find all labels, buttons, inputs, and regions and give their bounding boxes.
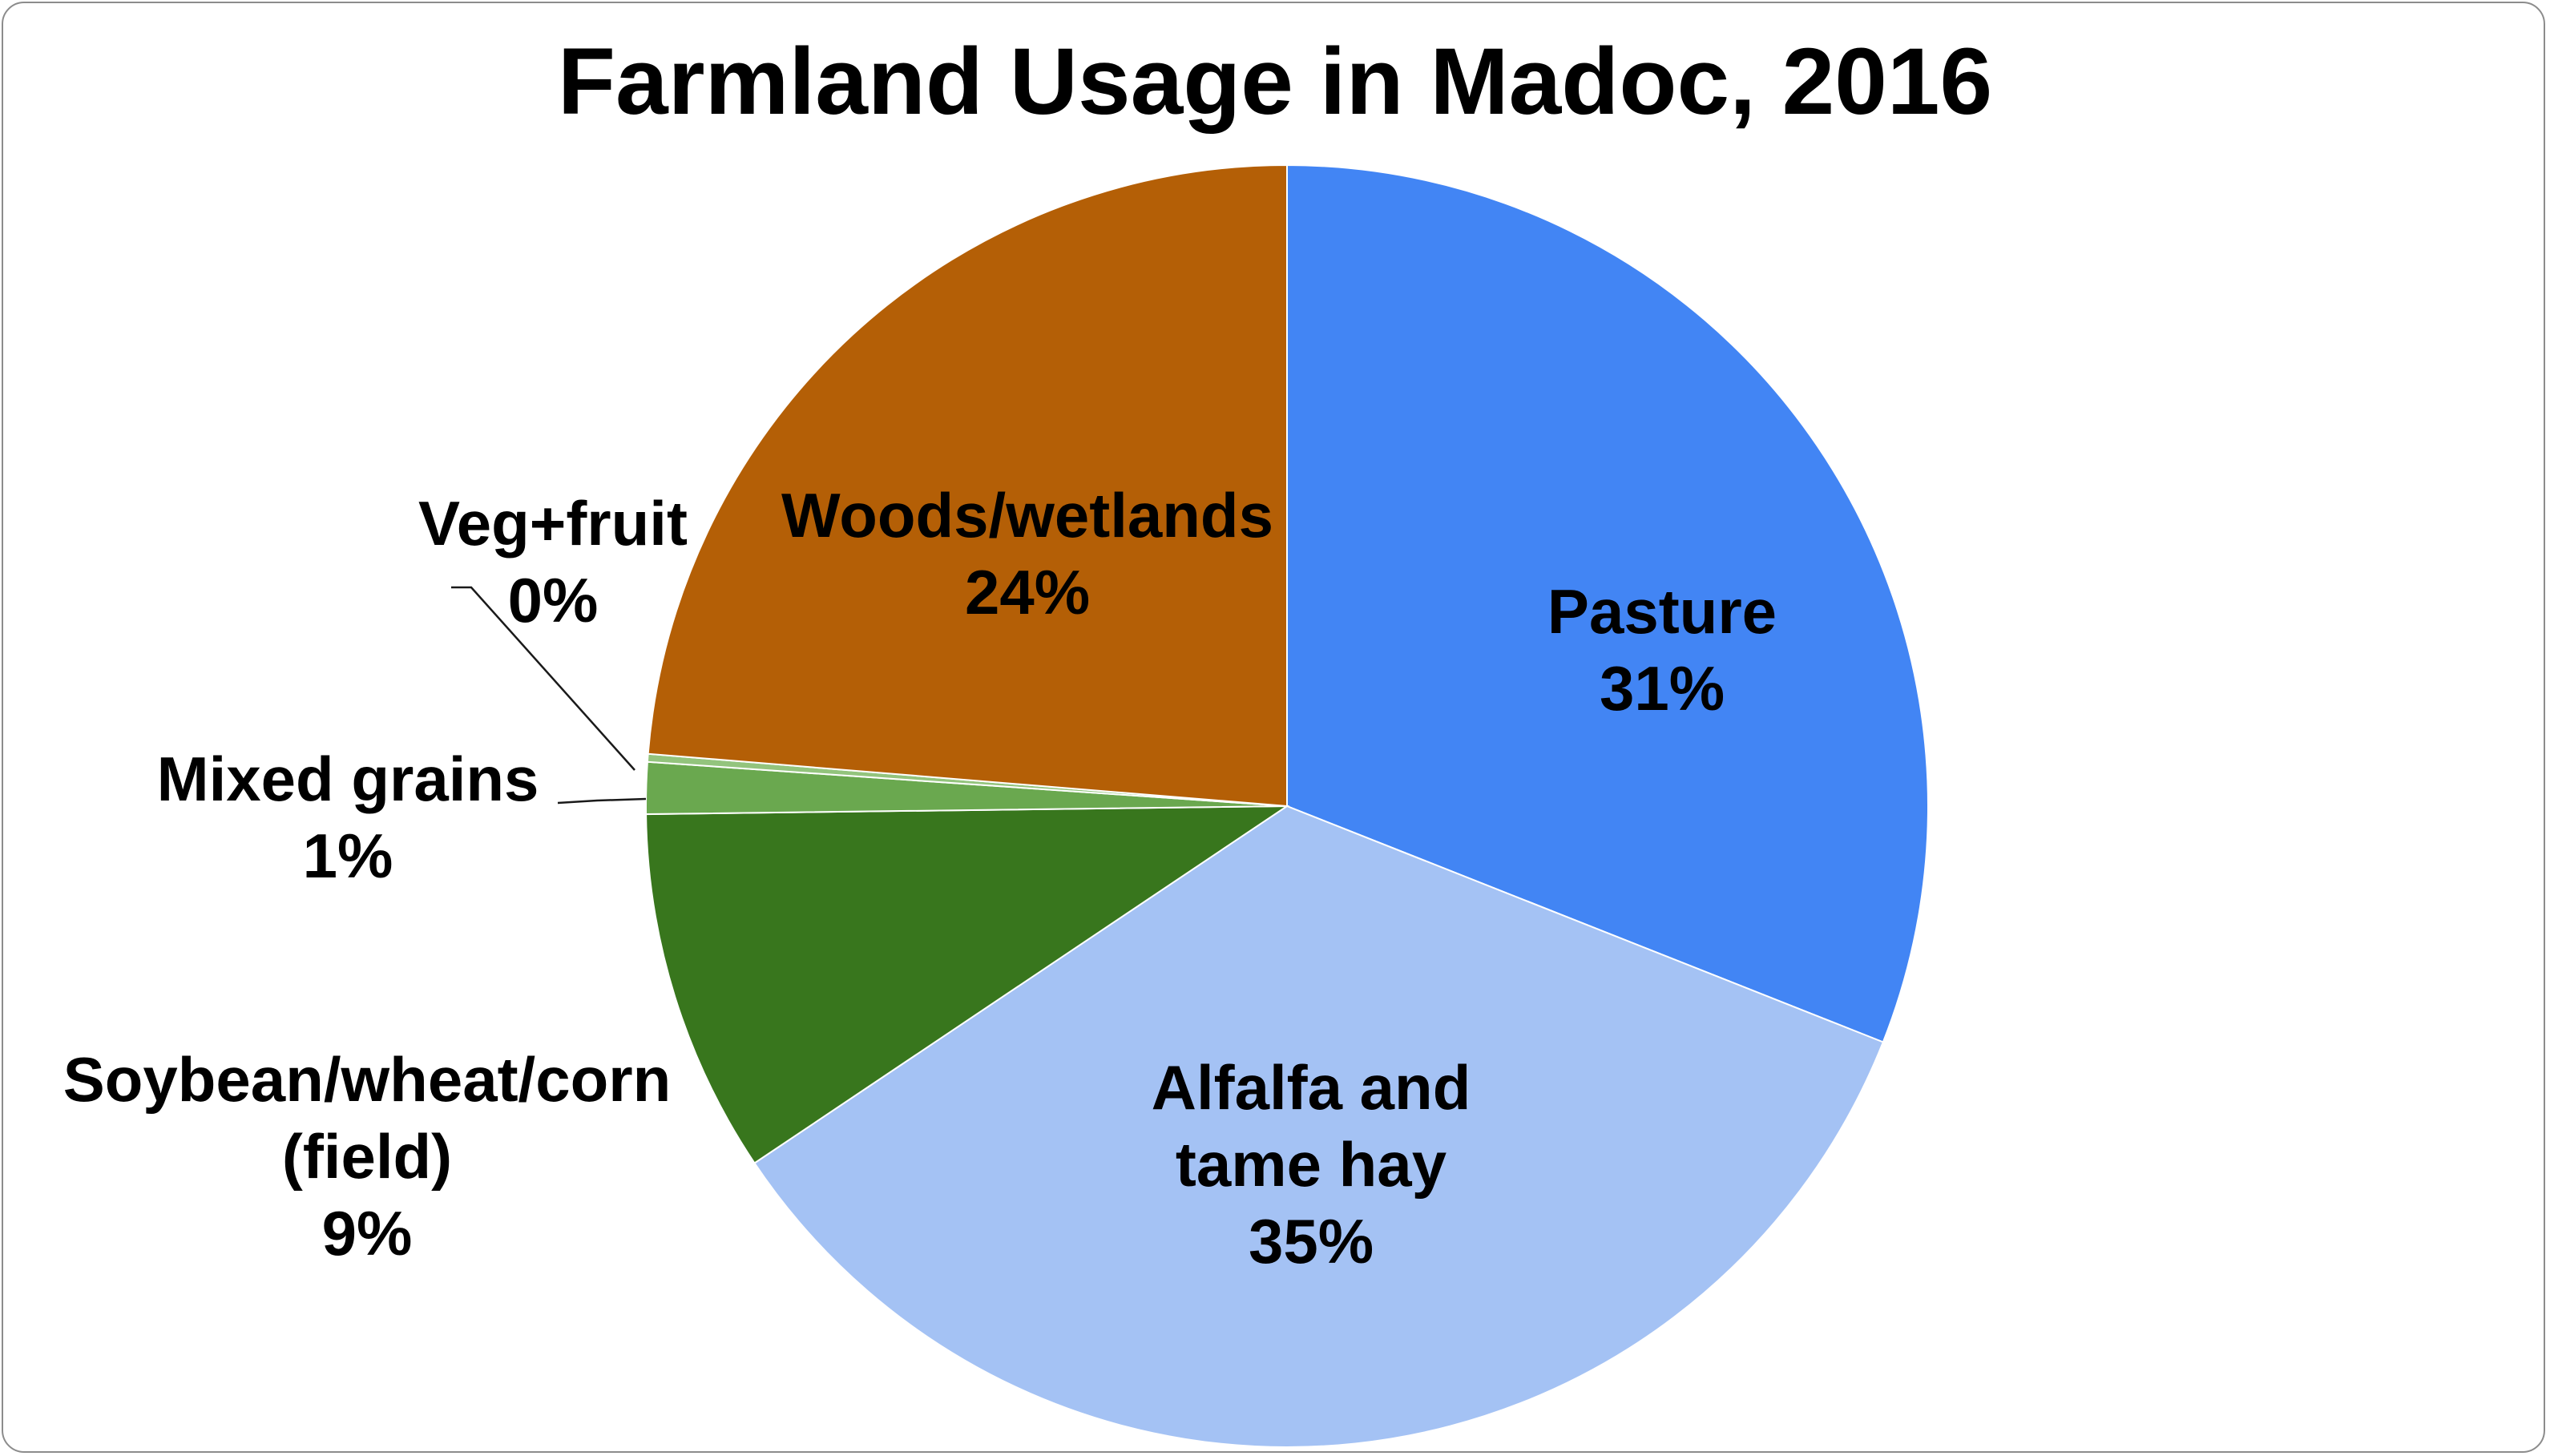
slice-labels: Pasture 31% Alfalfa and tame hay 35% Soybean/… xyxy=(63,480,1777,1277)
pie-slices xyxy=(645,163,1929,1448)
pie-slice-soybean-wheat-corn-field xyxy=(645,805,1290,1164)
leader-line-veg-fruit xyxy=(451,586,635,771)
slice-label-soybean-wheat-corn-field: Soybean/wheat/corn (field) 9% xyxy=(63,1044,672,1268)
pie-slice-woods-wetlands xyxy=(647,163,1288,808)
pie-slice-pasture xyxy=(1286,163,1929,1043)
pie-slice-alfalfa-and-tame-hay xyxy=(753,805,1885,1448)
slice-label-mixed-grains: Mixed grains 1% xyxy=(157,744,539,891)
slice-label-alfalfa-and-tame-hay: Alfalfa and tame hay 35% xyxy=(1152,1052,1471,1277)
chart-title: Farmland Usage in Madoc, 2016 xyxy=(558,29,1992,135)
slice-label-pasture: Pasture 31% xyxy=(1547,576,1777,724)
slice-label-woods-wetlands: Woods/wetlands 24% xyxy=(781,480,1273,627)
leader-line-mixed-grains xyxy=(557,797,647,805)
slice-label-veg-fruit: Veg+fruit 0% xyxy=(418,488,688,635)
leader-lines xyxy=(451,586,647,805)
